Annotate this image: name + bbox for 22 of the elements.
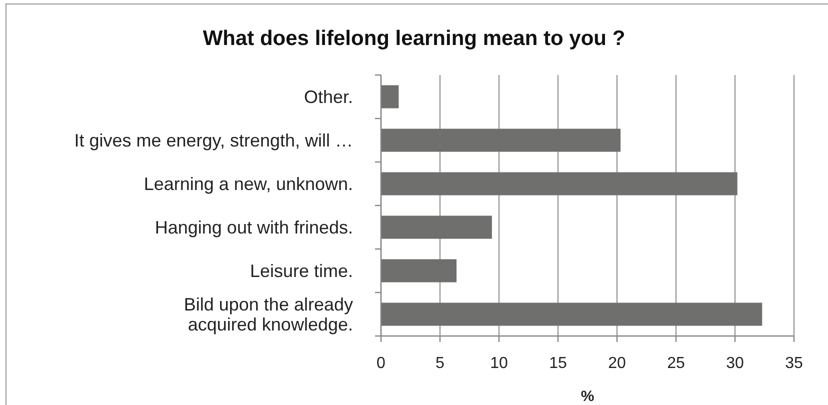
bar	[381, 216, 492, 239]
y-tick-label: Other.	[304, 87, 353, 108]
bar	[381, 172, 738, 196]
x-tick-label: 10	[490, 355, 508, 372]
chart-title: What does lifelong learning mean to you ?	[202, 27, 626, 50]
y-tick-label: Hanging out with frineds.	[154, 218, 353, 238]
bar	[381, 128, 621, 152]
bar	[381, 259, 457, 282]
x-tick-label: 35	[785, 355, 803, 372]
y-tick-label: Bild upon the already acquired knowledge.	[184, 294, 353, 335]
y-tick-label: Leisure time.	[250, 261, 353, 282]
y-tick-label: It gives me energy, strength, will …	[74, 130, 353, 151]
x-tick-label: 25	[667, 355, 685, 372]
x-tick-label: 20	[608, 355, 626, 372]
x-axis-title: %	[580, 388, 594, 405]
y-tick-label: Learning a new, unknown.	[144, 174, 353, 194]
x-tick-label: 30	[726, 355, 744, 372]
bar	[381, 85, 399, 108]
x-tick-label: 15	[549, 355, 567, 372]
x-tick-label: 5	[436, 355, 445, 372]
x-tick-label: 0	[376, 355, 386, 372]
bar	[381, 302, 762, 326]
